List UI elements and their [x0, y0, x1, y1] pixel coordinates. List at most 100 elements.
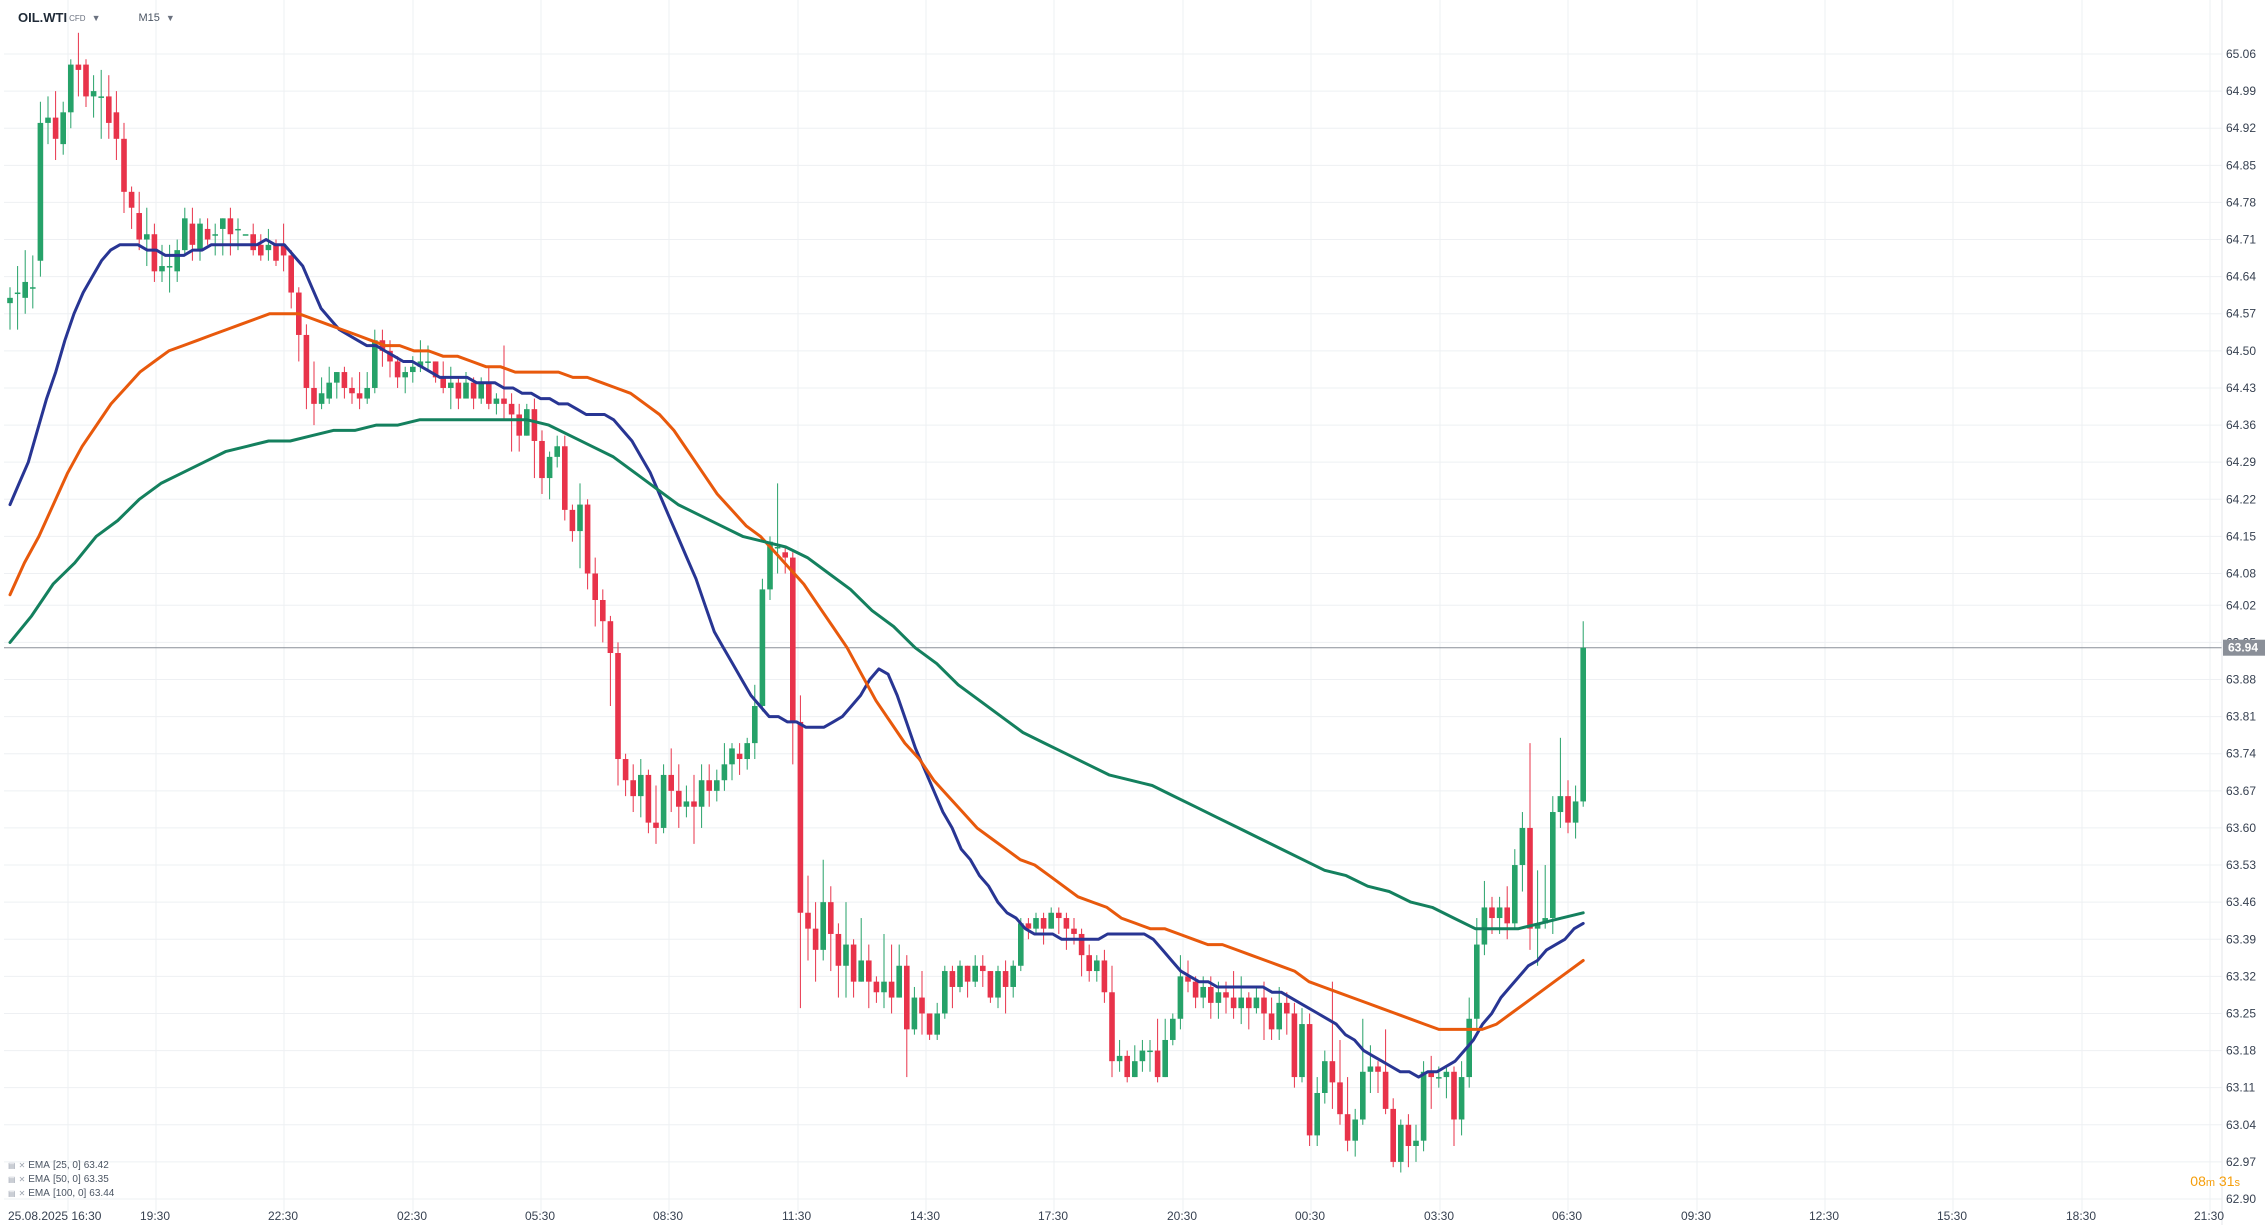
- candle-body[interactable]: [258, 244, 264, 256]
- candle-body[interactable]: [394, 361, 401, 378]
- candle-body[interactable]: [1010, 965, 1016, 987]
- candle-body[interactable]: [1458, 1077, 1465, 1120]
- candle-body[interactable]: [311, 387, 317, 404]
- candle-body[interactable]: [1314, 1092, 1320, 1136]
- candle-body[interactable]: [60, 112, 66, 145]
- candle-body[interactable]: [98, 96, 104, 98]
- candle-body[interactable]: [197, 223, 203, 251]
- candle-body[interactable]: [691, 801, 697, 807]
- candle-body[interactable]: [546, 456, 553, 479]
- candle-body[interactable]: [52, 117, 59, 139]
- candle-body[interactable]: [68, 64, 74, 113]
- candle-body[interactable]: [1048, 912, 1054, 929]
- candle-body[interactable]: [980, 965, 986, 972]
- candle-body[interactable]: [562, 446, 568, 510]
- candle-body[interactable]: [615, 653, 621, 760]
- candle-body[interactable]: [106, 96, 112, 123]
- candle-body[interactable]: [653, 822, 659, 828]
- candle-body[interactable]: [144, 234, 150, 240]
- candle-body[interactable]: [949, 971, 956, 987]
- candle-body[interactable]: [1504, 907, 1510, 924]
- candle-body[interactable]: [1519, 827, 1526, 866]
- candle-body[interactable]: [1192, 981, 1199, 998]
- candle-body[interactable]: [273, 244, 279, 261]
- candle-body[interactable]: [159, 266, 165, 272]
- candle-body[interactable]: [668, 774, 674, 791]
- candle-body[interactable]: [212, 234, 218, 236]
- candle-body[interactable]: [1132, 1061, 1138, 1078]
- candle-body[interactable]: [1420, 1071, 1427, 1141]
- candle-body[interactable]: [752, 706, 758, 744]
- candle-body[interactable]: [1451, 1071, 1457, 1120]
- candle-body[interactable]: [220, 218, 226, 229]
- candle-body[interactable]: [1360, 1071, 1366, 1120]
- candle-body[interactable]: [539, 440, 545, 479]
- candle-body[interactable]: [448, 382, 454, 388]
- candle-body[interactable]: [1040, 918, 1047, 929]
- candle-body[interactable]: [767, 541, 773, 590]
- candle-body[interactable]: [303, 334, 310, 388]
- candle-body[interactable]: [1223, 992, 1229, 998]
- candle-body[interactable]: [14, 292, 21, 295]
- settings-icon[interactable]: ▤: [8, 1175, 16, 1184]
- candle-body[interactable]: [425, 361, 431, 363]
- candle-body[interactable]: [1337, 1082, 1343, 1115]
- candle-body[interactable]: [1116, 1055, 1123, 1062]
- candle-body[interactable]: [22, 281, 28, 298]
- candle-body[interactable]: [638, 774, 644, 797]
- candle-body[interactable]: [934, 1013, 940, 1035]
- candle-body[interactable]: [797, 721, 804, 913]
- candle-body[interactable]: [600, 599, 606, 622]
- chevron-down-icon[interactable]: ▼: [165, 12, 175, 23]
- candle-body[interactable]: [987, 971, 994, 998]
- candle-body[interactable]: [1565, 796, 1571, 823]
- candle-body[interactable]: [1154, 1050, 1161, 1078]
- candle-body[interactable]: [288, 255, 294, 293]
- candle-body[interactable]: [189, 223, 196, 245]
- candle-body[interactable]: [501, 398, 507, 404]
- chevron-down-icon[interactable]: ▼: [91, 12, 101, 23]
- candle-body[interactable]: [964, 965, 971, 982]
- candle-body[interactable]: [204, 228, 211, 240]
- symbol-selector[interactable]: OIL.WTI CFD ▼: [18, 10, 100, 25]
- candle-body[interactable]: [1086, 955, 1092, 972]
- candle-body[interactable]: [881, 981, 887, 993]
- candle-body[interactable]: [280, 244, 287, 256]
- legend-item-ema25[interactable]: ▤ ✕ EMA [25, 0] 63.42: [8, 1160, 109, 1171]
- candle-body[interactable]: [706, 780, 712, 791]
- candle-body[interactable]: [227, 218, 234, 235]
- candle-body[interactable]: [676, 790, 682, 807]
- candle-body[interactable]: [326, 382, 332, 399]
- candle-body[interactable]: [782, 552, 788, 558]
- candle-body[interactable]: [866, 960, 872, 982]
- candle-body[interactable]: [995, 971, 1001, 998]
- candle-body[interactable]: [1398, 1124, 1404, 1162]
- candle-body[interactable]: [721, 764, 728, 781]
- candle-body[interactable]: [1215, 992, 1222, 1003]
- candle-body[interactable]: [83, 64, 89, 97]
- candle-body[interactable]: [683, 801, 690, 807]
- candle-body[interactable]: [151, 234, 158, 272]
- candle-body[interactable]: [569, 509, 576, 532]
- candle-body[interactable]: [1246, 997, 1252, 1009]
- legend-item-ema50[interactable]: ▤ ✕ EMA [50, 0] 63.35: [8, 1174, 109, 1185]
- candle-body[interactable]: [919, 997, 925, 1014]
- candle-body[interactable]: [577, 504, 583, 532]
- candle-body[interactable]: [121, 138, 127, 192]
- candle-body[interactable]: [1033, 918, 1039, 929]
- candlestick-series[interactable]: [7, 32, 1586, 1173]
- candle-body[interactable]: [714, 780, 720, 791]
- candle-body[interactable]: [372, 340, 378, 388]
- candle-body[interactable]: [1177, 976, 1184, 1019]
- candle-body[interactable]: [1436, 1077, 1442, 1079]
- candle-body[interactable]: [1466, 1018, 1472, 1078]
- candle-body[interactable]: [136, 213, 142, 240]
- candle-body[interactable]: [1261, 997, 1267, 1014]
- candle-body[interactable]: [531, 409, 538, 441]
- candle-body[interactable]: [128, 191, 135, 208]
- candle-body[interactable]: [90, 91, 97, 97]
- candle-body[interactable]: [1291, 1013, 1298, 1078]
- candle-body[interactable]: [607, 621, 614, 654]
- candle-body[interactable]: [1139, 1050, 1146, 1062]
- candle-body[interactable]: [850, 944, 857, 982]
